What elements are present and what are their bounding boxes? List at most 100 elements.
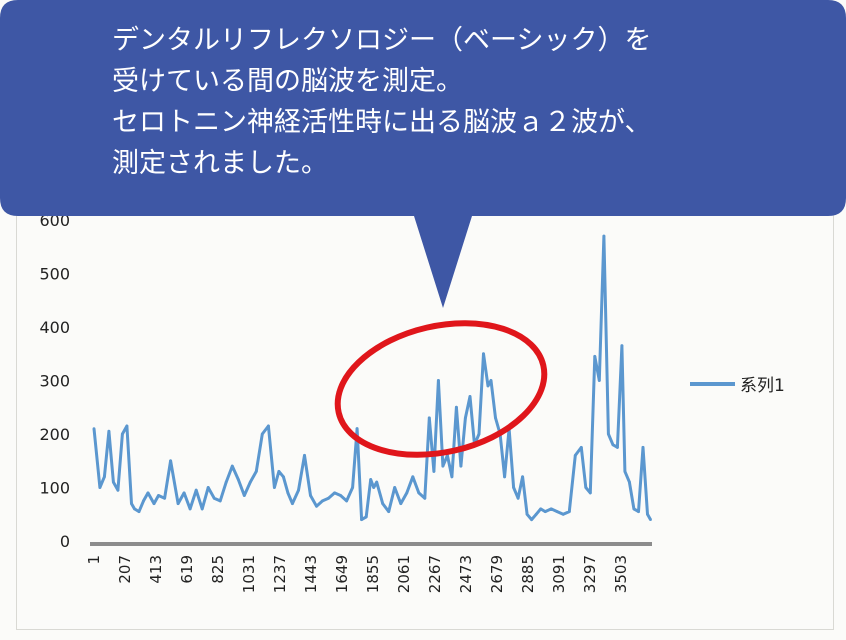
data-point	[333, 491, 336, 495]
data-point	[146, 491, 150, 495]
data-point	[637, 510, 640, 513]
data-point	[399, 502, 403, 505]
x-tick-label: 619	[178, 555, 196, 584]
data-point	[182, 491, 186, 495]
data-point	[393, 486, 397, 489]
data-point	[464, 416, 467, 420]
data-point	[360, 518, 363, 521]
data-point	[516, 496, 520, 500]
legend-label: 系列1	[740, 376, 785, 396]
y-tick-label: 200	[39, 425, 70, 444]
data-point	[260, 432, 264, 436]
data-point	[441, 464, 445, 468]
data-point	[339, 494, 342, 497]
x-tick-label: 2267	[426, 555, 444, 593]
data-point	[206, 486, 210, 489]
data-point	[142, 499, 145, 503]
data-point	[432, 470, 436, 473]
highlight-ellipse	[334, 320, 548, 458]
data-point	[579, 446, 583, 449]
x-tick-label: 1031	[240, 555, 258, 593]
data-point	[267, 424, 270, 428]
x-tick-label: 3297	[581, 555, 599, 593]
data-point	[450, 475, 454, 479]
data-point	[163, 496, 167, 500]
series-points	[92, 234, 652, 521]
data-point	[212, 496, 216, 500]
data-point	[423, 496, 427, 500]
data-point	[194, 488, 198, 492]
data-point	[549, 507, 553, 511]
data-point	[230, 464, 234, 468]
data-point	[236, 478, 240, 481]
data-point	[477, 432, 481, 436]
data-point	[455, 405, 458, 409]
data-point	[98, 486, 102, 489]
data-point	[369, 478, 373, 481]
data-point	[543, 510, 547, 513]
x-tick-label: 1237	[271, 555, 289, 593]
data-point	[611, 443, 615, 447]
data-point	[632, 507, 636, 511]
data-point	[387, 510, 391, 513]
data-point	[620, 344, 624, 348]
data-point	[137, 510, 141, 513]
data-point	[355, 427, 359, 430]
x-tick-label: 1443	[302, 555, 320, 593]
x-tick-label: 2473	[457, 555, 475, 593]
data-point	[218, 499, 222, 503]
x-tick-label: 3091	[550, 555, 568, 593]
data-point	[607, 432, 610, 436]
data-point	[593, 355, 597, 358]
data-point	[327, 496, 330, 500]
data-point	[489, 379, 493, 382]
data-point	[116, 488, 120, 492]
y-tick-label: 300	[39, 372, 70, 391]
data-point	[503, 475, 506, 479]
data-point	[649, 518, 652, 521]
data-point	[494, 416, 497, 420]
data-point	[103, 475, 106, 479]
data-point	[372, 486, 376, 489]
data-point	[521, 475, 524, 479]
data-point	[530, 518, 533, 521]
x-tick-label: 1855	[364, 555, 382, 593]
x-tick-label: 1	[85, 555, 103, 565]
data-point	[169, 459, 173, 463]
data-point	[646, 512, 649, 516]
y-tick-label: 0	[60, 532, 70, 551]
x-tick-label: 2679	[488, 555, 506, 593]
data-point	[121, 432, 124, 436]
data-point	[437, 379, 440, 382]
data-point	[282, 475, 285, 479]
data-point	[628, 480, 631, 484]
data-point	[623, 470, 627, 473]
data-point	[459, 464, 463, 468]
x-tick-label: 207	[116, 555, 134, 584]
data-point	[291, 502, 294, 505]
data-point	[417, 491, 421, 495]
x-tick-label: 825	[209, 555, 227, 584]
data-point	[525, 512, 529, 516]
data-point	[303, 454, 306, 457]
legend: 系列1	[690, 376, 785, 396]
data-point	[125, 424, 129, 428]
data-point	[381, 502, 385, 505]
data-point	[130, 502, 133, 505]
series-line-系列1	[92, 234, 652, 522]
x-tick-label: 1649	[333, 555, 351, 593]
data-point	[567, 510, 571, 513]
data-point	[277, 470, 281, 473]
data-point	[375, 480, 379, 484]
data-point	[107, 429, 111, 433]
data-point	[616, 446, 619, 449]
data-point	[641, 446, 645, 449]
y-tick-label: 400	[39, 318, 70, 337]
data-point	[573, 454, 577, 457]
data-point	[427, 416, 431, 420]
data-point	[534, 512, 538, 516]
data-point	[309, 494, 312, 497]
data-point	[486, 384, 490, 388]
data-point	[315, 504, 318, 508]
